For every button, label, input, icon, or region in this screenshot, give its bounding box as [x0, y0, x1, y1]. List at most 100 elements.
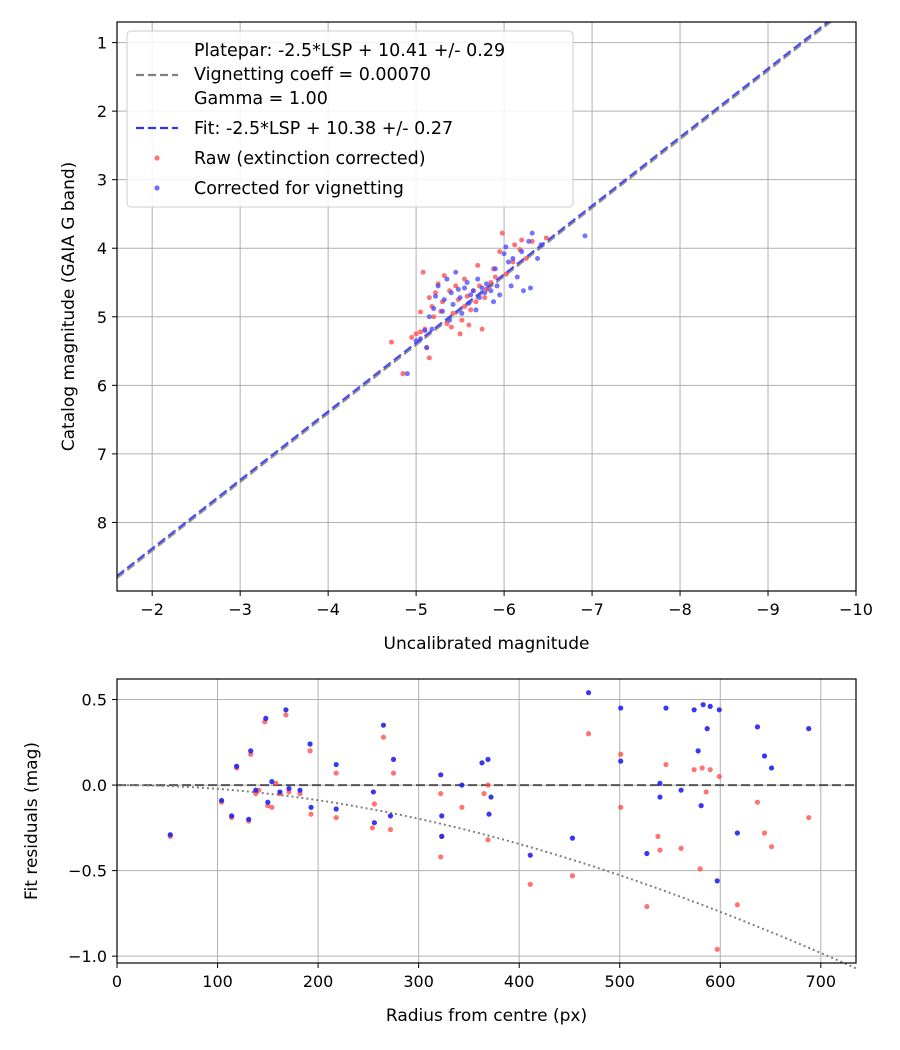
- top-raw-point: [529, 238, 535, 244]
- top-corrected-point: [519, 249, 525, 255]
- top-corrected-point: [582, 233, 588, 239]
- bottom-ticks: 0 100 200 300 400 500 600 700 0.5 0.0 −0.5 −1.0: [68, 691, 836, 991]
- top-raw-point: [479, 326, 485, 332]
- top-y-tick-label: 5: [97, 308, 107, 327]
- top-y-tick-label: 2: [97, 102, 107, 121]
- bottom-corrected-point: [371, 820, 377, 826]
- top-corrected-point: [432, 293, 438, 299]
- bottom-plot-frame: [116, 678, 857, 964]
- bottom-corrected-point: [297, 787, 303, 793]
- top-corrected-point: [488, 288, 494, 294]
- bottom-raw-point: [485, 782, 491, 788]
- legend-platepar-line3: Gamma = 1.00: [194, 89, 328, 109]
- bottom-corrected-point: [585, 690, 592, 696]
- top-corrected-point: [404, 371, 410, 377]
- top-y-tick-label: 4: [97, 239, 107, 258]
- top-y-tick-label: 8: [97, 513, 107, 532]
- bottom-corrected-point: [439, 833, 445, 839]
- top-plot-frame: [116, 21, 857, 592]
- bottom-raw-point: [269, 804, 275, 810]
- bottom-raw-point: [569, 873, 576, 879]
- bottom-corrected-point: [704, 726, 710, 732]
- bottom-raw-point: [307, 748, 313, 754]
- bottom-raw-point: [273, 780, 279, 786]
- bottom-raw-point: [754, 799, 761, 805]
- bottom-raw-point: [806, 814, 812, 821]
- top-raw-point: [453, 283, 459, 289]
- bottom-raw-point: [527, 881, 533, 887]
- legend-box: [126, 30, 574, 208]
- legend-corrected-marker: [154, 185, 160, 191]
- legend-corrected-label: Corrected for vignetting: [194, 179, 404, 199]
- legend-platepar-line2: Vignetting coeff = 0.00070: [194, 65, 431, 85]
- top-raw-point: [543, 235, 549, 241]
- top-corrected-point: [470, 288, 476, 294]
- top-raw-point: [462, 304, 468, 309]
- bottom-raw-point: [655, 833, 661, 839]
- bottom-x-tick-label: 400: [504, 972, 535, 991]
- bottom-raw-point: [438, 854, 444, 860]
- top-y-tick-label: 7: [97, 445, 107, 464]
- bottom-corrected-point: [307, 741, 313, 747]
- bottom-corrected-point: [644, 850, 650, 857]
- top-corrected-point: [444, 276, 450, 282]
- bottom-corrected-point: [286, 785, 292, 792]
- top-corrected-point: [491, 299, 497, 305]
- bottom-corrected-point: [663, 705, 669, 711]
- bottom-corrected-point: [167, 832, 173, 838]
- top-corrected-point: [424, 345, 430, 351]
- bottom-corrected-point: [618, 705, 624, 711]
- top-raw-point: [523, 256, 529, 262]
- bottom-corrected-point: [459, 782, 465, 788]
- bottom-raw-point: [585, 731, 592, 737]
- top-corrected-point: [476, 295, 482, 301]
- bottom-raw-point: [716, 773, 722, 780]
- bottom-corrected-point: [768, 765, 775, 771]
- bottom-scatter-points: [167, 690, 812, 952]
- bottom-raw-point: [308, 811, 314, 817]
- top-raw-point: [468, 307, 474, 313]
- top-corrected-point: [494, 283, 500, 289]
- bottom-raw-point: [390, 770, 397, 776]
- top-x-tick-label: −4: [316, 600, 340, 619]
- bottom-corrected-point: [277, 789, 283, 795]
- bottom-corrected-point: [618, 758, 624, 764]
- top-chart: −2 −3 −4 −5 −6 −7 −8 −9 −10 1 2 3 4 5 6 7 8 Uncalibrated…: [59, 21, 873, 654]
- bottom-raw-point: [691, 767, 697, 773]
- bottom-corrected-point: [308, 804, 314, 810]
- bottom-x-tick-label: 500: [604, 972, 635, 991]
- top-raw-point: [488, 280, 494, 286]
- top-corrected-point: [441, 297, 447, 303]
- top-raw-point: [426, 295, 432, 301]
- top-y-tick-label: 6: [97, 376, 107, 395]
- top-raw-point: [512, 242, 518, 248]
- bottom-raw-point: [663, 761, 669, 768]
- top-raw-point: [492, 274, 498, 280]
- top-corrected-point: [501, 251, 507, 257]
- top-corrected-point: [514, 274, 520, 280]
- top-y-tick-label: 1: [97, 34, 107, 53]
- top-x-tick-label: −9: [756, 600, 780, 619]
- bottom-corrected-point: [569, 835, 576, 841]
- top-x-tick-label: −7: [580, 600, 604, 619]
- bottom-corrected-point: [806, 726, 812, 732]
- bottom-raw-point: [678, 845, 684, 851]
- bottom-corrected-point: [234, 763, 240, 769]
- bottom-x-tick-label: 100: [202, 972, 233, 991]
- top-x-tick-label: −2: [140, 600, 164, 619]
- bottom-raw-point: [459, 804, 465, 810]
- bottom-corrected-point: [269, 779, 275, 785]
- bottom-corrected-point: [218, 797, 225, 804]
- bottom-raw-point: [369, 825, 375, 831]
- bottom-corrected-point: [695, 748, 701, 754]
- top-corrected-point: [482, 290, 488, 296]
- top-corrected-point: [497, 292, 503, 298]
- bottom-corrected-point: [527, 852, 533, 858]
- bottom-raw-point: [734, 902, 740, 908]
- bottom-raw-point: [703, 789, 709, 795]
- top-corrected-point: [505, 259, 511, 265]
- bottom-corrected-point: [714, 878, 720, 884]
- bottom-corrected-point: [253, 787, 259, 793]
- top-corrected-point: [459, 310, 465, 316]
